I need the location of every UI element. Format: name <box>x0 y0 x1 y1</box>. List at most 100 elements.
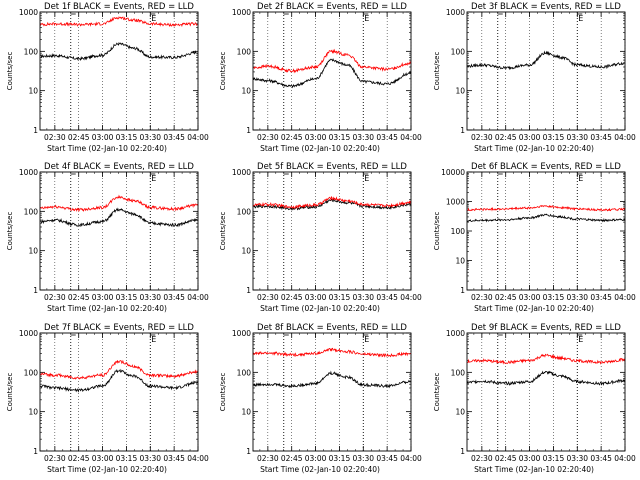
series-line-lld <box>40 359 198 380</box>
plot-frame <box>252 11 412 131</box>
y-tick-label: 1000 <box>19 168 38 177</box>
x-axis-label: Start Time (02-Jan-10 02:20:40) <box>47 144 167 153</box>
y-tick-label: 10 <box>241 87 251 96</box>
chart-title: Det 4f BLACK = Events, RED = LLD <box>44 162 194 172</box>
series-line-events <box>253 198 411 211</box>
x-tick-label: 02:45 <box>495 293 517 302</box>
x-tick-label: 03:30 <box>352 293 374 302</box>
chart-title: Det 3f BLACK = Events, RED = LLD <box>471 2 621 12</box>
x-tick-label: 04:00 <box>187 293 209 302</box>
x-tick-label: 03:15 <box>116 133 138 142</box>
chart-panel-7: Det 7f BLACK = Events, RED = LLD Counts/s… <box>6 323 209 474</box>
y-tick-label: 100 <box>24 368 39 377</box>
series-line-events <box>467 50 625 71</box>
event-marker-label: E <box>364 174 369 183</box>
y-tick-label: 1 <box>460 126 465 135</box>
y-tick-label: 1000 <box>19 8 38 17</box>
x-tick-label: 02:45 <box>281 133 303 142</box>
series-line-lld <box>253 48 411 74</box>
plot-frame <box>466 171 626 291</box>
y-tick-label: 10 <box>241 408 251 417</box>
y-tick-label: 100 <box>237 368 252 377</box>
series-line-events <box>467 370 625 387</box>
plot-frame <box>39 332 199 452</box>
x-tick-label: 02:30 <box>471 454 493 463</box>
x-tick-label: 02:30 <box>44 293 66 302</box>
chart-title: Det 2f BLACK = Events, RED = LLD <box>257 2 407 12</box>
plot-frame <box>39 171 199 291</box>
x-tick-label: 04:00 <box>614 133 636 142</box>
y-tick-label: 10 <box>241 247 251 256</box>
chart-title: Det 6f BLACK = Events, RED = LLD <box>471 162 621 172</box>
y-tick-label: 1 <box>246 286 251 295</box>
y-axis-label: Counts/sec <box>433 52 441 91</box>
y-axis-label: Counts/sec <box>6 212 14 251</box>
x-tick-label: 03:30 <box>566 293 588 302</box>
x-tick-label: 02:45 <box>68 133 90 142</box>
y-tick-label: 10 <box>28 247 38 256</box>
plot-frame <box>252 171 412 291</box>
x-tick-label: 03:45 <box>376 293 398 302</box>
x-tick-label: 03:00 <box>519 454 541 463</box>
y-tick-label: 10 <box>28 408 38 417</box>
y-tick-label: 100 <box>237 207 252 216</box>
y-tick-label: 1 <box>460 286 465 295</box>
y-tick-label: 10 <box>455 408 465 417</box>
plot-frame <box>39 11 199 131</box>
x-axis-label: Start Time (02-Jan-10 02:20:40) <box>474 465 594 474</box>
y-axis-label: Counts/sec <box>6 52 14 91</box>
x-tick-label: 04:00 <box>400 454 422 463</box>
x-tick-label: 03:45 <box>590 454 612 463</box>
y-tick-label: 1000 <box>232 329 251 338</box>
y-tick-label: 1 <box>246 126 251 135</box>
x-tick-label: 02:45 <box>281 454 303 463</box>
y-tick-label: 1000 <box>19 329 38 338</box>
y-axis-label: Counts/sec <box>219 373 227 412</box>
y-axis-label: Counts/sec <box>433 373 441 412</box>
series-line-lld <box>40 194 198 213</box>
x-tick-label: 03:30 <box>566 454 588 463</box>
y-tick-label: 100 <box>237 47 252 56</box>
x-tick-label: 02:45 <box>495 454 517 463</box>
y-tick-label: 100 <box>451 227 466 236</box>
x-tick-label: 03:45 <box>590 293 612 302</box>
x-tick-label: 03:00 <box>305 133 327 142</box>
x-tick-label: 03:30 <box>139 133 161 142</box>
x-tick-label: 02:30 <box>257 293 279 302</box>
y-tick-label: 1000 <box>446 198 465 207</box>
x-axis-label: Start Time (02-Jan-10 02:20:40) <box>260 144 380 153</box>
y-tick-label: 100 <box>24 207 39 216</box>
y-tick-label: 1000 <box>446 8 465 17</box>
series-line-events <box>253 370 411 389</box>
x-axis-label: Start Time (02-Jan-10 02:20:40) <box>260 304 380 313</box>
y-tick-label: 100 <box>24 47 39 56</box>
x-tick-label: 03:45 <box>163 454 185 463</box>
x-tick-label: 02:45 <box>281 293 303 302</box>
x-tick-label: 03:00 <box>92 133 114 142</box>
series-line-lld <box>467 204 625 212</box>
x-tick-label: 03:15 <box>329 293 351 302</box>
x-tick-label: 03:15 <box>116 454 138 463</box>
y-tick-label: 1 <box>33 286 38 295</box>
x-tick-label: 03:00 <box>92 454 114 463</box>
x-tick-label: 02:30 <box>257 133 279 142</box>
event-marker-label: E <box>151 335 156 344</box>
x-tick-label: 03:30 <box>566 133 588 142</box>
chart-panel-6: Det 6f BLACK = Events, RED = LLD Counts/s… <box>433 162 636 313</box>
y-tick-label: 1 <box>33 126 38 135</box>
event-marker-label: E <box>364 14 369 23</box>
y-axis-label: Counts/sec <box>219 212 227 251</box>
chart-panel-4: Det 4f BLACK = Events, RED = LLD Counts/s… <box>6 162 209 313</box>
plot-frame <box>466 332 626 452</box>
series-line-lld <box>253 195 411 210</box>
x-tick-label: 04:00 <box>187 133 209 142</box>
x-tick-label: 02:30 <box>257 454 279 463</box>
y-tick-label: 10 <box>455 87 465 96</box>
x-tick-label: 03:45 <box>376 454 398 463</box>
y-tick-label: 100 <box>451 368 466 377</box>
chart-panel-8: Det 8f BLACK = Events, RED = LLD Counts/s… <box>219 323 422 474</box>
x-tick-label: 02:45 <box>68 293 90 302</box>
x-tick-label: 02:45 <box>495 133 517 142</box>
x-tick-label: 03:30 <box>139 454 161 463</box>
x-tick-label: 03:45 <box>163 293 185 302</box>
